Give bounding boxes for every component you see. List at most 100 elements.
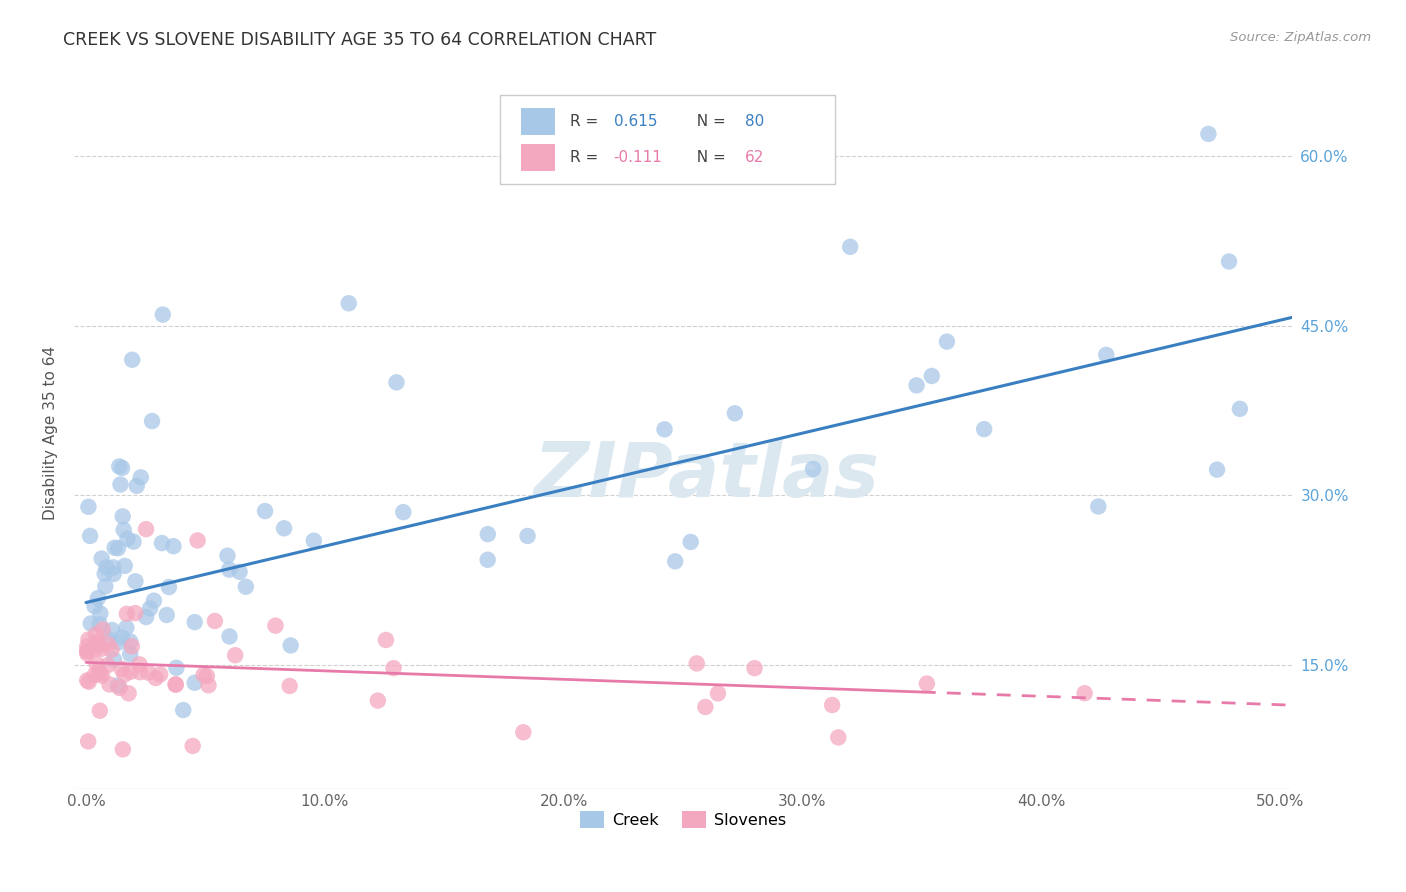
Point <box>392 505 415 519</box>
Point <box>165 661 187 675</box>
Point <box>512 725 534 739</box>
Point <box>801 462 824 476</box>
Point <box>128 665 150 680</box>
Point <box>110 477 132 491</box>
Point <box>114 558 136 573</box>
Point <box>183 615 205 629</box>
Point <box>827 731 849 745</box>
Point <box>707 686 730 700</box>
Point <box>217 549 239 563</box>
Point <box>839 240 862 254</box>
Point <box>77 632 100 647</box>
Point <box>382 661 405 675</box>
Point <box>97 658 120 673</box>
Point <box>150 536 173 550</box>
Point <box>278 679 301 693</box>
Point <box>744 661 766 675</box>
Point <box>87 664 110 678</box>
Point <box>477 553 499 567</box>
Text: 62: 62 <box>745 150 765 165</box>
Point <box>107 679 129 693</box>
Point <box>103 567 125 582</box>
Point <box>724 406 747 420</box>
Point <box>76 673 98 688</box>
Point <box>172 703 194 717</box>
Point <box>100 642 122 657</box>
Point <box>195 669 218 683</box>
Point <box>84 638 107 652</box>
Point <box>156 607 179 622</box>
Point <box>1229 401 1251 416</box>
Point <box>76 640 98 654</box>
Point <box>83 667 105 681</box>
Point <box>77 674 100 689</box>
Point <box>96 560 118 574</box>
Legend: Creek, Slovenes: Creek, Slovenes <box>574 805 793 834</box>
Point <box>367 693 389 707</box>
Point <box>107 635 129 649</box>
Point <box>111 509 134 524</box>
Point <box>107 541 129 556</box>
Text: 80: 80 <box>745 114 765 129</box>
Point <box>135 522 157 536</box>
Point <box>695 700 717 714</box>
Point <box>141 414 163 428</box>
Point <box>679 535 702 549</box>
Point <box>89 666 111 681</box>
Point <box>103 560 125 574</box>
Text: 0.615: 0.615 <box>613 114 657 129</box>
Point <box>76 644 98 658</box>
Point <box>97 632 120 646</box>
Point <box>90 668 112 682</box>
Point <box>121 640 143 654</box>
Point <box>89 607 111 621</box>
Point <box>86 657 108 672</box>
Point <box>921 369 943 384</box>
Point <box>337 296 360 310</box>
Point <box>117 532 139 546</box>
Text: R =: R = <box>569 150 603 165</box>
Point <box>93 566 115 581</box>
Point <box>145 671 167 685</box>
Point <box>91 623 114 637</box>
Point <box>915 676 938 690</box>
Point <box>77 734 100 748</box>
Point <box>235 580 257 594</box>
Point <box>115 607 138 621</box>
Point <box>516 529 538 543</box>
Point <box>111 742 134 756</box>
Point <box>224 648 246 663</box>
Point <box>152 308 174 322</box>
Point <box>187 533 209 548</box>
Point <box>1218 254 1240 268</box>
Point <box>89 617 111 632</box>
Point <box>103 652 125 666</box>
Point <box>162 539 184 553</box>
Point <box>128 657 150 672</box>
Point <box>204 614 226 628</box>
Text: Source: ZipAtlas.com: Source: ZipAtlas.com <box>1230 31 1371 45</box>
Point <box>111 631 134 645</box>
Bar <box>522 108 555 136</box>
Point <box>1095 348 1118 362</box>
Point <box>218 563 240 577</box>
Point <box>686 657 709 671</box>
Point <box>77 500 100 514</box>
Point <box>136 665 159 680</box>
Point <box>108 681 131 695</box>
Point <box>120 647 142 661</box>
Point <box>90 641 112 656</box>
Point <box>97 637 120 651</box>
Point <box>135 610 157 624</box>
Point <box>139 601 162 615</box>
Point <box>129 470 152 484</box>
Point <box>973 422 995 436</box>
Point <box>228 565 250 579</box>
Bar <box>522 145 555 171</box>
Point <box>112 523 135 537</box>
Point <box>112 667 135 681</box>
Point <box>111 662 134 676</box>
Point <box>157 580 180 594</box>
Point <box>98 677 121 691</box>
Point <box>117 686 139 700</box>
